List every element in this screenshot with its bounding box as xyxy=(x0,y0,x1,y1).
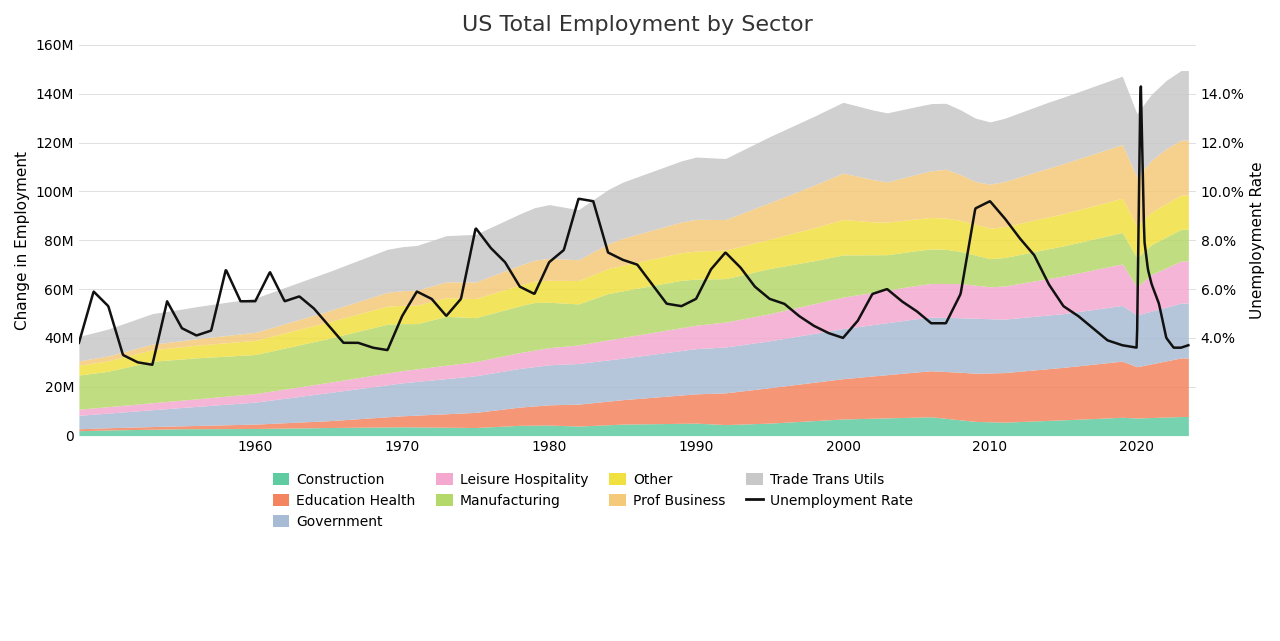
Title: US Total Employment by Sector: US Total Employment by Sector xyxy=(462,15,813,35)
Y-axis label: Change in Employment: Change in Employment xyxy=(15,151,29,329)
Y-axis label: Unemployment Rate: Unemployment Rate xyxy=(1251,162,1265,319)
Legend: Construction, Education Health, Government, Leisure Hospitality, Manufacturing, : Construction, Education Health, Governme… xyxy=(268,467,918,534)
